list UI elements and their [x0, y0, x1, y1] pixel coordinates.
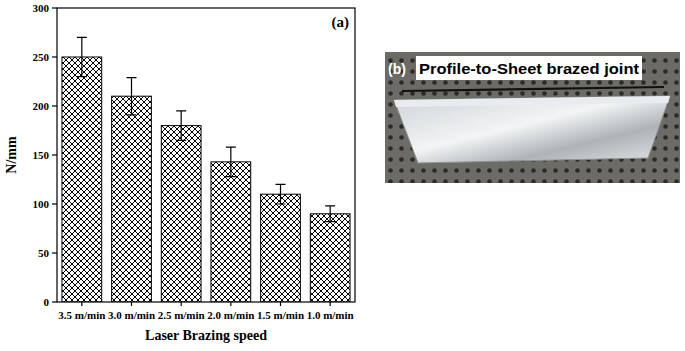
profile-top-face: [394, 96, 670, 107]
y-axis-label: N/mm: [4, 136, 19, 174]
x-axis-label: Laser Brazing speed: [145, 328, 267, 343]
bar: [261, 194, 301, 302]
x-tick-label: 2.5 m/min: [158, 309, 205, 321]
error-bar: [276, 184, 286, 204]
y-tick-label: 250: [33, 51, 50, 63]
error-bar: [176, 111, 186, 140]
x-tick: [330, 302, 331, 306]
y-tick-label: 100: [33, 198, 50, 210]
x-tick: [181, 302, 182, 306]
y-tick-label: 0: [44, 296, 50, 308]
brazed-seam: [402, 87, 664, 91]
y-tick: [52, 301, 57, 302]
y-tick: [52, 56, 57, 57]
bar: [310, 214, 350, 302]
y-tick: [52, 252, 57, 253]
x-tick-label: 1.5 m/min: [257, 309, 304, 321]
x-tick: [131, 302, 132, 306]
x-tick: [230, 302, 231, 306]
y-tick-label: 150: [33, 149, 50, 161]
panel-label: (a): [332, 14, 350, 31]
error-bar: [127, 78, 137, 115]
x-tick-label: 3.5 m/min: [58, 309, 105, 321]
bars: [62, 37, 350, 302]
y-tick: [52, 7, 57, 8]
photo: (b) Profile-to-Sheet brazed joint: [385, 52, 680, 183]
photo-background: [385, 52, 680, 183]
x-tick-label: 2.0 m/min: [207, 309, 254, 321]
figure: 0 50 100 150 200 250 300 3.5 m/min3.0 m/min2.5 …: [0, 0, 685, 351]
y-tick: [52, 203, 57, 204]
bar: [62, 57, 102, 302]
bar: [112, 96, 152, 302]
error-bar: [325, 206, 335, 222]
error-bar: [226, 147, 236, 176]
y-tick-label: 200: [33, 100, 50, 112]
plot-frame: [57, 8, 355, 302]
y-tick-label: 50: [38, 247, 50, 259]
x-tick: [280, 302, 281, 306]
x-tick-label: 1.0 m/min: [307, 309, 354, 321]
bar: [161, 126, 201, 302]
y-tick: [52, 105, 57, 106]
caption: Profile-to-Sheet brazed joint: [419, 60, 639, 77]
caption-box: [416, 56, 642, 80]
x-tick: [81, 302, 82, 306]
brazed-profile: [394, 96, 670, 163]
x-tick-label: 3.0 m/min: [108, 309, 155, 321]
y-tick: [52, 154, 57, 155]
y-tick-label: 300: [33, 2, 50, 14]
bar: [211, 162, 251, 302]
panel-label: (b): [388, 61, 406, 77]
error-bar: [77, 37, 87, 76]
